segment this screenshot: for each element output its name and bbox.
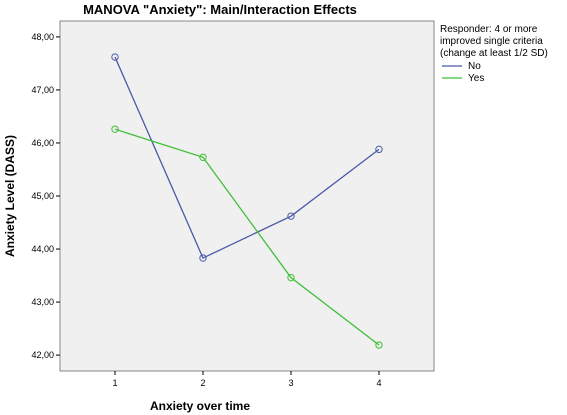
data-point-yes [111,125,119,133]
legend-title-line-3: (change at least 1/2 SD) [440,48,548,59]
series-line-no [114,56,380,259]
y-tick-label: 45,00 [31,191,54,201]
legend-title-line-2: improved single criteria [440,36,543,47]
y-tick-label: 42,00 [31,350,54,360]
series-lines [114,56,380,346]
x-tick-label: 1 [112,378,117,388]
y-axis: 42,00 43,00 44,00 45,00 46,00 47,00 48,00 [31,32,60,360]
data-point-no [111,53,119,61]
legend-label-no: No [468,61,481,72]
legend-title-line-1: Responder: 4 or more [440,24,538,35]
y-tick-label: 44,00 [31,244,54,254]
series-markers [111,53,383,349]
y-tick-label: 48,00 [31,32,54,42]
data-point-yes [287,273,295,282]
x-tick-label: 4 [376,378,381,388]
data-point-no [375,145,383,154]
data-point-no [287,212,295,220]
x-axis-label: Anxiety over time [150,399,250,413]
data-point-yes [375,341,383,349]
data-point-yes [199,153,207,161]
y-tick-label: 43,00 [31,297,54,307]
x-tick-label: 2 [200,378,205,388]
x-axis: 1 2 3 4 [112,371,382,388]
y-tick-label: 47,00 [31,85,54,95]
chart-title: MANOVA "Anxiety": Main/Interaction Effec… [83,2,357,17]
series-line-yes [114,128,380,346]
x-tick-label: 3 [288,378,293,388]
legend-label-yes: Yes [468,73,484,84]
legend: Responder: 4 or more improved single cri… [440,24,548,84]
y-tick-label: 46,00 [31,138,54,148]
y-axis-label: Anxiety Level (DASS) [3,135,17,257]
plot-area [59,20,435,372]
data-point-no [199,254,207,262]
